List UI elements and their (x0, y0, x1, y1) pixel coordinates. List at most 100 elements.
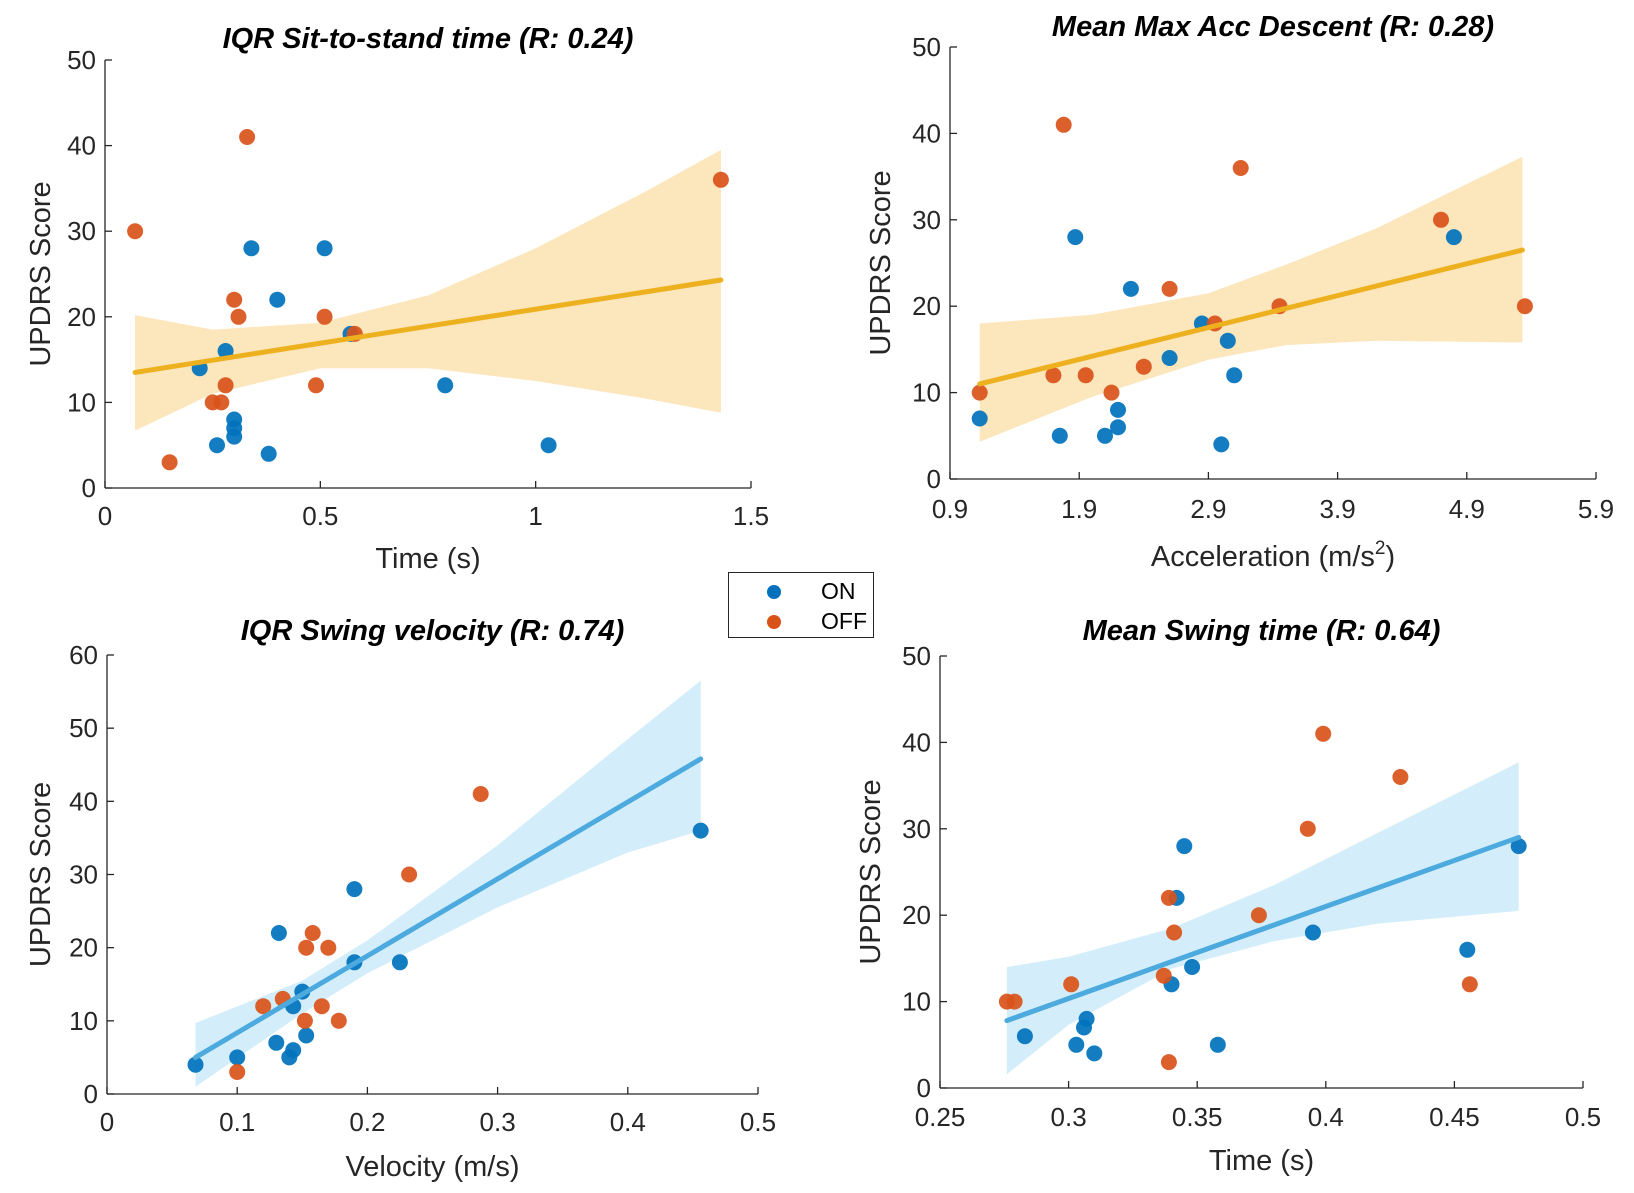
point-off (1063, 976, 1080, 993)
legend-marker-on (767, 585, 781, 599)
x-tick-label: 0.35 (1172, 1102, 1223, 1132)
y-tick-label: 0 (927, 464, 941, 494)
point-off (313, 998, 330, 1015)
x-axis-label: Acceleration (m/s2) (1151, 538, 1395, 573)
point-on (1016, 1028, 1033, 1045)
point-off (1299, 820, 1316, 837)
y-tick-label: 0 (82, 473, 96, 503)
point-off (1045, 367, 1062, 384)
point-off (1103, 384, 1120, 401)
point-on (1078, 1010, 1095, 1027)
y-axis-label: UPDRS Score (865, 170, 897, 355)
x-tick-label: 0.45 (1429, 1102, 1480, 1132)
point-off (230, 308, 247, 325)
point-on (285, 1042, 302, 1059)
chart-title: IQR Swing velocity (R: 0.74) (241, 615, 625, 647)
point-off (1155, 967, 1172, 984)
y-tick-label: 0 (917, 1073, 931, 1103)
point-on (1122, 280, 1139, 297)
x-axis-label: Time (s) (375, 543, 480, 575)
x-tick-label: 3.9 (1320, 494, 1356, 524)
legend-label-on: ON (821, 578, 856, 604)
point-on (243, 240, 260, 257)
x-tick-label: 0 (98, 501, 112, 531)
point-off (127, 223, 144, 240)
point-off (971, 384, 988, 401)
chart-title: Mean Swing time (R: 0.64) (1083, 615, 1441, 647)
point-on (187, 1056, 204, 1073)
x-tick-label: 0.3 (480, 1107, 516, 1137)
y-tick-label: 10 (69, 1006, 98, 1036)
point-off (1250, 907, 1267, 924)
point-on (1097, 427, 1113, 444)
confidence-band (979, 156, 1523, 442)
point-on (229, 1049, 246, 1066)
point-on (1067, 229, 1084, 246)
y-tick-label: 30 (912, 205, 941, 235)
point-on (1304, 924, 1321, 941)
point-off (161, 454, 178, 471)
point-on (1068, 1036, 1085, 1053)
point-on (391, 954, 408, 971)
point-off (1161, 280, 1178, 297)
point-on (1184, 959, 1201, 975)
point-off (226, 291, 243, 308)
point-on (437, 377, 454, 394)
point-off (1516, 298, 1533, 315)
point-off (330, 1012, 347, 1029)
x-tick-label: 0.3 (1051, 1102, 1087, 1132)
confidence-band (195, 680, 701, 1087)
point-on (226, 428, 243, 445)
y-tick-label: 50 (69, 713, 98, 743)
point-off (308, 377, 324, 394)
point-on (209, 437, 225, 454)
y-tick-label: 30 (69, 860, 98, 890)
y-tick-label: 30 (67, 216, 96, 246)
point-on (692, 822, 709, 839)
regression-line (132, 277, 724, 375)
point-off (472, 786, 489, 802)
point-on (269, 291, 286, 308)
point-off (213, 394, 230, 411)
legend-item-on: ON (729, 577, 875, 607)
x-tick-label: 0.5 (302, 501, 338, 531)
x-tick-label: 1.5 (733, 501, 769, 531)
y-tick-label: 50 (902, 641, 931, 671)
x-tick-label: 4.9 (1449, 494, 1485, 524)
point-on (298, 1027, 315, 1044)
point-off (401, 866, 418, 883)
x-tick-label: 2.9 (1190, 494, 1226, 524)
y-tick-label: 60 (69, 640, 98, 670)
y-tick-label: 40 (912, 118, 941, 148)
point-on (1110, 401, 1126, 418)
chart-4: 0.25 0.3 0.35 0.4 0.45 0.5 0 10 20 30 40 50 Mean Swi… (855, 615, 1601, 1177)
y-tick-label: 20 (912, 291, 941, 321)
y-tick-label: 50 (912, 32, 941, 62)
legend-label-off: OFF (821, 608, 867, 634)
x-tick-label: 0.4 (610, 1107, 646, 1137)
chart-3: 0 0.1 0.2 0.3 0.4 0.5 0 10 20 30 40 50 60 IQR Swing v… (25, 615, 776, 1183)
point-on (217, 343, 234, 359)
y-tick-label: 40 (69, 786, 98, 816)
point-on (316, 240, 333, 257)
x-tick-label: 0.5 (1565, 1102, 1601, 1132)
point-off (1461, 976, 1478, 993)
x-tick-label: 0.5 (740, 1107, 776, 1137)
point-on (1226, 367, 1243, 384)
x-tick-label: 0.4 (1308, 1102, 1344, 1132)
point-off (1160, 889, 1177, 906)
point-on (1445, 229, 1462, 246)
y-axis-label: UPDRS Score (25, 782, 57, 967)
chart-title: Mean Max Acc Descent (R: 0.28) (1052, 11, 1494, 43)
point-off (239, 129, 256, 145)
legend: ON OFF (728, 572, 874, 638)
point-off (1392, 769, 1409, 785)
y-tick-label: 0 (84, 1079, 98, 1109)
point-on (270, 925, 287, 941)
legend-marker-off (767, 615, 781, 629)
point-on (540, 437, 557, 454)
point-off (229, 1064, 246, 1080)
x-axis-label: Velocity (m/s) (345, 1151, 519, 1183)
